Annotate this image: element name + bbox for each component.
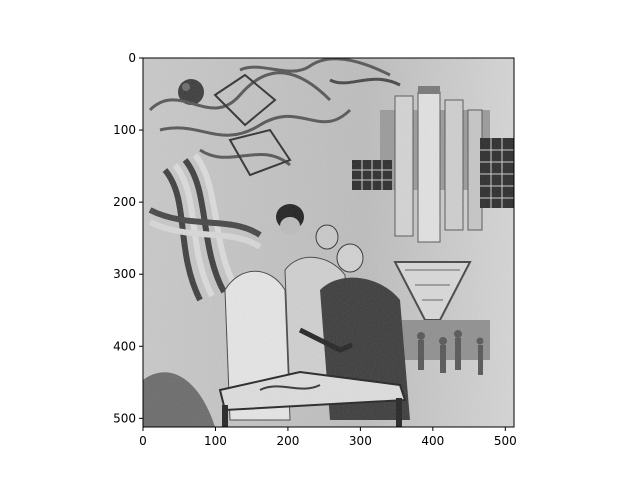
- y-tick-label: 500: [113, 411, 136, 425]
- image-plot: [143, 58, 514, 427]
- x-tick-label: 0: [139, 434, 147, 448]
- x-tick-label: 400: [421, 434, 444, 448]
- x-tick-label: 100: [204, 434, 227, 448]
- y-tick-label: 300: [113, 267, 136, 281]
- x-tick-label: 200: [276, 434, 299, 448]
- x-tick-label: 300: [349, 434, 372, 448]
- y-tick-label: 400: [113, 339, 136, 353]
- y-tick-label: 200: [113, 195, 136, 209]
- x-tick-label: 500: [494, 434, 517, 448]
- y-axis: 0 100 200 300 400 500: [113, 51, 143, 425]
- axes-frame: [142, 57, 515, 428]
- x-axis: 0 100 200 300 400 500: [139, 427, 517, 448]
- y-tick-label: 100: [113, 123, 136, 137]
- y-tick-label: 0: [128, 51, 136, 65]
